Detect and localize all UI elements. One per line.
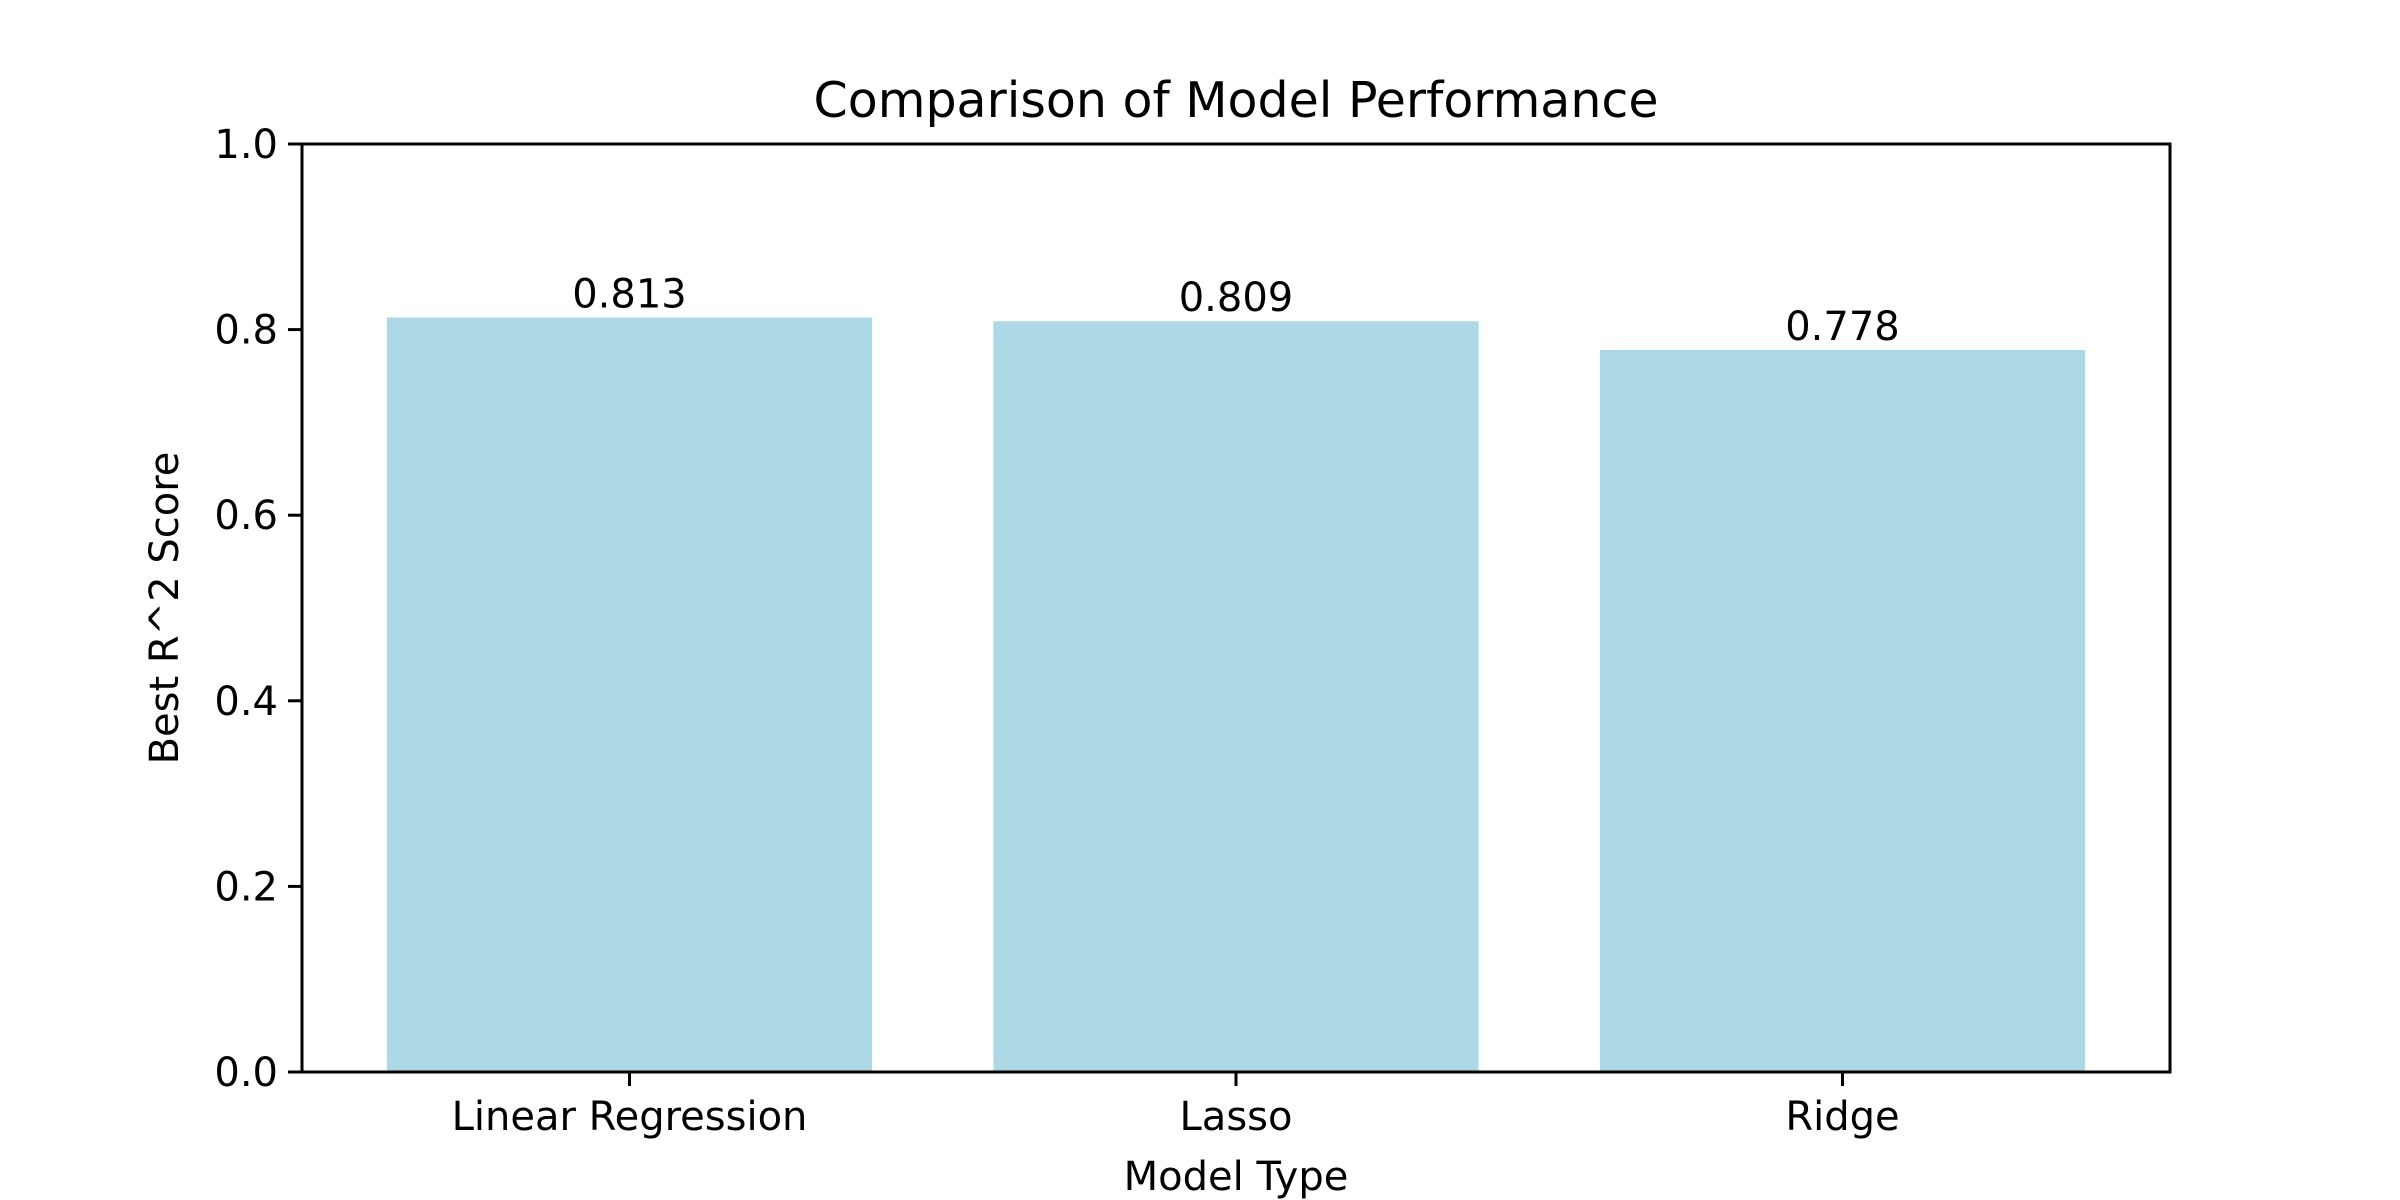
value-label-linear-regression: 0.813 xyxy=(572,272,687,318)
x-tick-label-lasso: Lasso xyxy=(1180,1094,1293,1140)
bar-ridge xyxy=(1599,350,2086,1072)
x-axis-label: Model Type xyxy=(1124,1154,1349,1200)
y-tick-label: 0.8 xyxy=(214,308,278,354)
y-tick-label: 0.0 xyxy=(214,1050,278,1096)
bars-group xyxy=(386,317,2086,1072)
bar-linear-regression xyxy=(386,317,873,1072)
y-tick-label: 0.6 xyxy=(214,493,278,539)
value-labels-group: 0.813 0.809 0.778 xyxy=(572,272,1900,350)
value-label-lasso: 0.809 xyxy=(1179,275,1294,321)
y-tick-label: 1.0 xyxy=(214,122,278,168)
x-tick-label-ridge: Ridge xyxy=(1785,1094,1899,1140)
bar-lasso xyxy=(993,321,1479,1072)
value-label-ridge: 0.778 xyxy=(1785,304,1900,350)
x-axis: Linear Regression Lasso Ridge xyxy=(452,1072,1900,1140)
y-axis: 0.0 0.2 0.4 0.6 0.8 1.0 xyxy=(214,122,302,1096)
y-tick-label: 0.4 xyxy=(214,679,278,725)
y-tick-label: 0.2 xyxy=(214,864,278,910)
chart-title: Comparison of Model Performance xyxy=(814,72,1659,129)
x-tick-label-linear-regression: Linear Regression xyxy=(452,1094,808,1140)
y-axis-label: Best R^2 Score xyxy=(142,452,188,765)
